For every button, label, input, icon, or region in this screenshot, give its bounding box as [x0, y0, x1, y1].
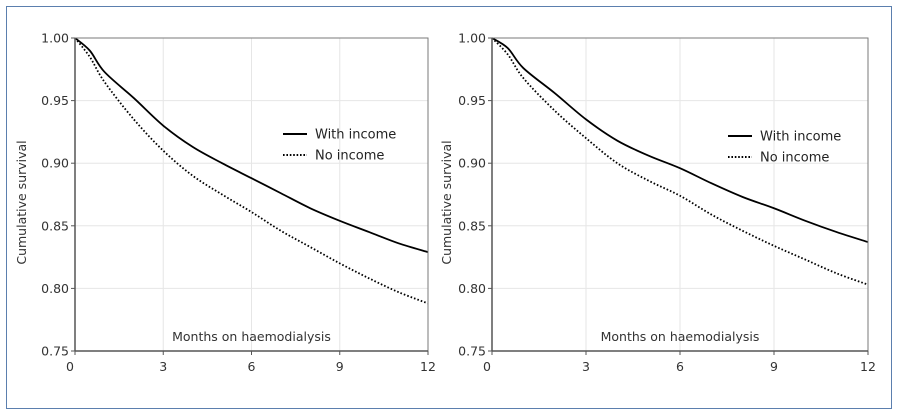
- x-tick-label: 9: [336, 359, 344, 374]
- x-tick-label: 12: [860, 359, 876, 374]
- y-tick-label: 0.75: [458, 344, 486, 359]
- survival-curves: [491, 37, 869, 286]
- survival-curves: [74, 37, 429, 305]
- tick-labels: 0 3 6 9 12 0.75 0.80 0.85 0.90 0.95 1.00: [41, 31, 436, 375]
- gridlines: [492, 37, 869, 351]
- y-tick-label: 0.75: [41, 344, 69, 359]
- x-axis-title: Months on haemodialysis: [601, 329, 760, 344]
- y-axis-title: Cumulative survival: [14, 140, 29, 264]
- figure-frame: [6, 6, 892, 409]
- x-tick-label: 0: [483, 359, 491, 374]
- x-tick-label: 6: [248, 359, 256, 374]
- curve-with-income: [74, 37, 429, 253]
- y-tick-label: 1.00: [41, 31, 69, 46]
- tick-labels: 0 3 6 9 12 0.75 0.80 0.85 0.90 0.95 1.00: [458, 31, 876, 375]
- x-tick-label: 3: [159, 359, 167, 374]
- y-tick-label: 0.80: [41, 281, 69, 296]
- legend-label-with-income: With income: [315, 128, 396, 143]
- chart-panel-left: 0 3 6 9 12 0.75 0.80 0.85 0.90 0.95 1.00 Months on…: [14, 31, 436, 375]
- legend-label-no-income: No income: [760, 151, 829, 166]
- y-tick-label: 0.95: [41, 93, 69, 108]
- gridlines: [75, 37, 429, 351]
- legend-label-no-income: No income: [315, 149, 384, 164]
- y-tick-label: 1.00: [458, 31, 486, 46]
- legend-label-with-income: With income: [760, 130, 841, 145]
- x-tick-label: 9: [770, 359, 778, 374]
- curve-no-income: [74, 37, 429, 305]
- x-tick-label: 3: [582, 359, 590, 374]
- y-tick-label: 0.90: [41, 156, 69, 171]
- x-tick-label: 12: [420, 359, 436, 374]
- y-tick-label: 0.85: [41, 218, 69, 233]
- x-tick-label: 0: [66, 359, 74, 374]
- y-tick-label: 0.85: [458, 218, 486, 233]
- y-axis-title: Cumulative survival: [439, 140, 454, 264]
- x-axis-title: Months on haemodialysis: [172, 329, 331, 344]
- chart-panel-right: 0 3 6 9 12 0.75 0.80 0.85 0.90 0.95 1.00 Months on…: [439, 31, 876, 375]
- curve-with-income: [491, 37, 869, 243]
- legend: With income No income: [728, 130, 841, 166]
- curve-no-income: [491, 37, 869, 286]
- y-tick-label: 0.90: [458, 156, 486, 171]
- y-tick-label: 0.95: [458, 93, 486, 108]
- legend: With income No income: [283, 128, 396, 164]
- y-tick-label: 0.80: [458, 281, 486, 296]
- x-tick-label: 6: [676, 359, 684, 374]
